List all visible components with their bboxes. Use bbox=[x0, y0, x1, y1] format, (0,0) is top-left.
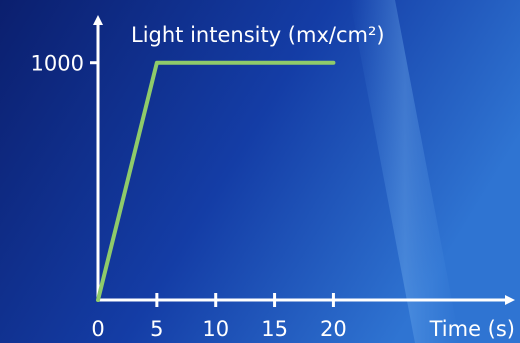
y-axis-title: Light intensity (mx/cm²) bbox=[131, 23, 385, 47]
series-group bbox=[96, 60, 336, 302]
x-tick-label: 5 bbox=[150, 317, 163, 341]
background-light-streak bbox=[350, 0, 460, 343]
y-tick-label: 1000 bbox=[31, 52, 84, 76]
x-tick-label: 15 bbox=[261, 317, 288, 341]
x-tick-label: 0 bbox=[91, 317, 104, 341]
tick-group: 0 5 10 15 20 1000 bbox=[31, 52, 347, 341]
series-line bbox=[96, 60, 336, 302]
x-axis-title: Time (s) bbox=[429, 317, 515, 341]
x-tick-label: 10 bbox=[202, 317, 229, 341]
x-tick-label: 20 bbox=[320, 317, 347, 341]
